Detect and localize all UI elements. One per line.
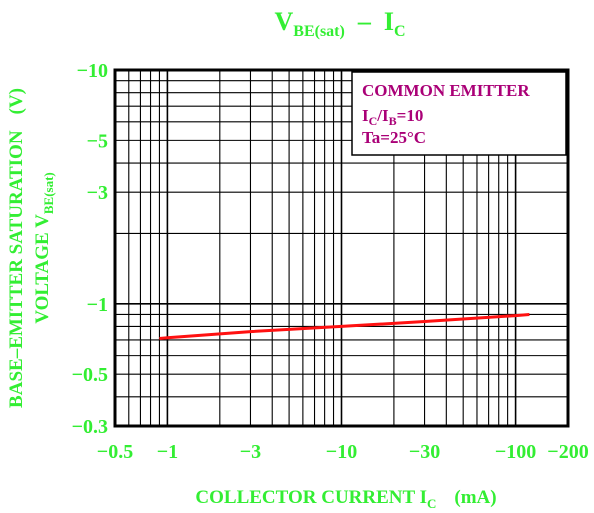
x-tick-label: −0.5	[97, 441, 133, 463]
y-tick-label: −5	[87, 130, 108, 152]
y-tick-label: −10	[77, 60, 108, 82]
y-tick-labels: −0.3 −0.5 −1 −3 −5 −10	[72, 60, 108, 438]
x-tick-label: −3	[240, 441, 261, 463]
annotation-line-3: Ta=25°C	[362, 128, 426, 147]
x-tick-label: −1	[157, 441, 178, 463]
grid-vertical-lines	[128, 70, 517, 426]
y-tick-label: −1	[87, 294, 108, 316]
x-axis-label: COLLECTOR CURRENT IC (mA)	[195, 487, 496, 511]
series-curve	[159, 313, 530, 340]
plot-frame	[113, 68, 570, 428]
annotation-box	[351, 71, 567, 156]
x-tick-labels: −0.5 −1 −3 −10 −30 −100 −200	[97, 441, 589, 463]
x-tick-label: −200	[547, 441, 588, 463]
y-tick-label: −0.3	[72, 416, 108, 438]
x-tick-label: −10	[326, 441, 357, 463]
y-axis-label-line-1: BASE–EMITTER SATURATION(V)	[6, 88, 27, 408]
annotation-line-1: COMMON EMITTER	[362, 81, 530, 100]
annotation-line-2: IC/IB=10	[362, 106, 423, 128]
y-tick-label: −3	[87, 182, 108, 204]
x-tick-label: −100	[495, 441, 536, 463]
chart-title: VBE(sat) – IC	[274, 7, 405, 40]
x-tick-label: −30	[409, 441, 440, 463]
y-tick-label: −0.5	[72, 364, 108, 386]
y-axis-label-line-2: VOLTAGE VBE(sat)	[32, 172, 56, 324]
